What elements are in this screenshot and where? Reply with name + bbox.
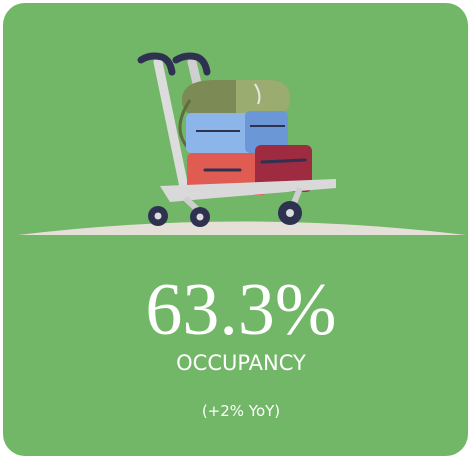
cart-handle (137, 52, 176, 76)
wheel-hub (196, 213, 204, 221)
cart-base (160, 179, 336, 202)
cart-handle (172, 52, 211, 76)
luggage-cart-illustration (137, 52, 336, 227)
duffel-zip (254, 83, 261, 105)
kpi-change: (+2% YoY) (202, 402, 280, 420)
duffel-bag-end (236, 80, 291, 116)
wheel-hub (154, 212, 162, 220)
cart-post (153, 57, 190, 197)
red-suitcase-side (255, 145, 312, 192)
kpi-label: OCCUPANCY (176, 351, 306, 375)
kpi-value: 63.3% (145, 269, 336, 351)
wheel-hub (286, 209, 294, 217)
suitcase-handle (260, 158, 307, 164)
ground (18, 221, 466, 235)
blue-suitcase-side (245, 111, 288, 153)
